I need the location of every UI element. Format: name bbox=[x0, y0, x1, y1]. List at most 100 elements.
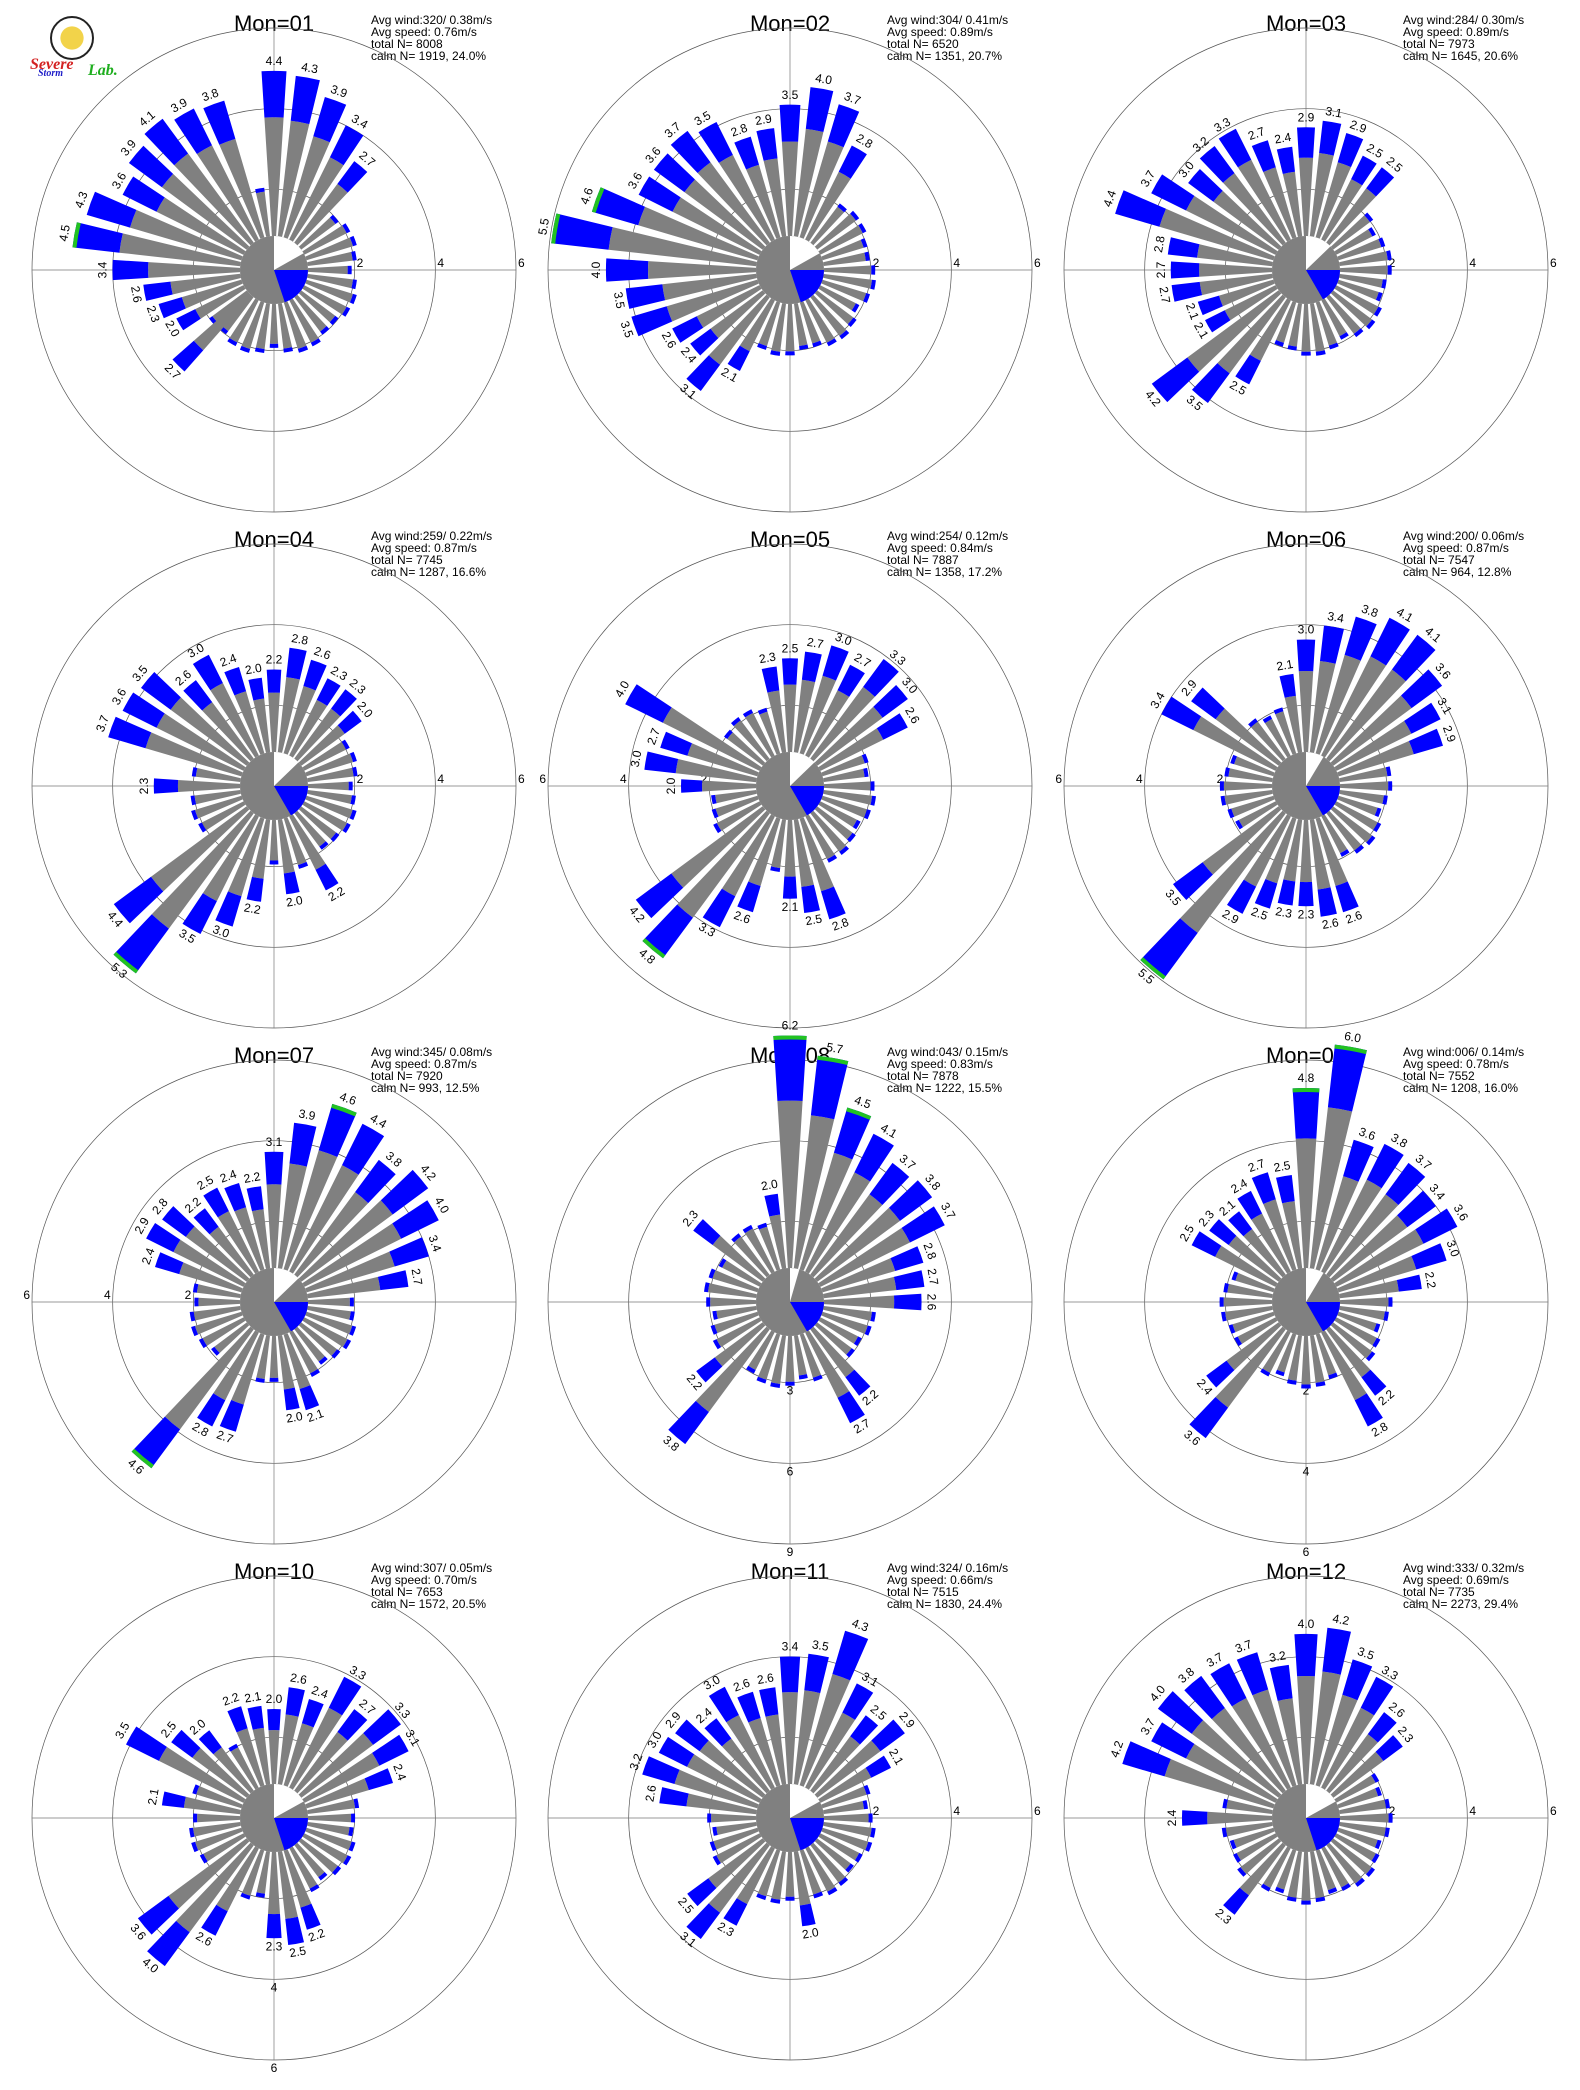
petal-low-speed bbox=[277, 120, 310, 237]
petal-mid-speed bbox=[1276, 1175, 1295, 1204]
petal-mid-speed bbox=[1354, 1393, 1383, 1427]
petal-background bbox=[196, 1786, 243, 1809]
total-n-text: total N= 7515 bbox=[887, 1585, 959, 1599]
petal-mid-speed bbox=[1401, 669, 1443, 709]
petal-mid-speed bbox=[827, 104, 860, 148]
petal-background-tip bbox=[799, 344, 809, 350]
petal-low-speed bbox=[277, 1335, 295, 1390]
petal-background-tip bbox=[255, 187, 265, 194]
petal-background-tip bbox=[1275, 1369, 1285, 1377]
petal-mid-speed bbox=[355, 1159, 396, 1204]
petal-value-label: 4.0 bbox=[1298, 1617, 1315, 1631]
petal-background bbox=[1330, 1838, 1372, 1875]
petal-background bbox=[1339, 1822, 1386, 1837]
petal-value-label: 3.9 bbox=[329, 82, 350, 101]
petal-mid-speed bbox=[137, 1895, 179, 1935]
ring-tick-label: 2 bbox=[357, 256, 364, 270]
petal-low-speed bbox=[283, 1849, 312, 1908]
petal-background-tip bbox=[349, 1311, 355, 1321]
petal-background bbox=[1275, 711, 1297, 755]
petal-value-label: 2.3 bbox=[1298, 907, 1315, 921]
petal-mid-speed bbox=[318, 1103, 357, 1157]
petal-low-speed bbox=[1298, 157, 1314, 237]
petal-background-tip bbox=[318, 1356, 328, 1365]
petal-background bbox=[1334, 1833, 1376, 1861]
petal-background-tip bbox=[826, 338, 837, 347]
petal-background bbox=[1276, 301, 1297, 343]
calm-sector-white bbox=[790, 752, 815, 786]
petal-background bbox=[716, 1306, 757, 1319]
petal-low-speed bbox=[1321, 656, 1387, 758]
avg-speed-text: Avg speed: 0.78m/s bbox=[1403, 1057, 1509, 1071]
petal-background bbox=[294, 1842, 325, 1878]
petal-background-tip bbox=[839, 330, 850, 340]
petal-background bbox=[1232, 1311, 1275, 1333]
petal-low-speed bbox=[170, 273, 241, 295]
petal-background-tip bbox=[1220, 795, 1227, 806]
ring-tick-label: 2 bbox=[185, 1288, 192, 1302]
petal-background bbox=[771, 1335, 786, 1384]
avg-speed-text: Avg speed: 0.83m/s bbox=[887, 1057, 993, 1071]
petal-value-label: 2.6 bbox=[128, 285, 145, 304]
petal-mid-speed bbox=[759, 1687, 779, 1717]
avg-speed-text: Avg speed: 0.69m/s bbox=[1403, 1573, 1509, 1587]
petal-background bbox=[269, 1335, 279, 1378]
petal-background bbox=[727, 732, 766, 766]
petal-low-speed bbox=[1243, 814, 1291, 887]
calm-sector-white bbox=[1306, 1268, 1324, 1302]
total-n-text: total N= 7887 bbox=[887, 553, 959, 567]
petal-mid-speed bbox=[1184, 1675, 1225, 1720]
petal-low-speed bbox=[289, 1165, 359, 1274]
petal-low-speed bbox=[252, 1727, 271, 1785]
petal-low-speed bbox=[1283, 819, 1303, 882]
petal-mid-speed bbox=[1391, 634, 1436, 682]
petal-mid-speed bbox=[837, 1391, 865, 1424]
petal-background bbox=[214, 1322, 250, 1353]
calm-n-text: calm N= 964, 12.8% bbox=[1403, 565, 1512, 579]
petal-mid-speed bbox=[1337, 133, 1364, 168]
petal-background-tip bbox=[342, 306, 351, 317]
petal-low-speed bbox=[177, 780, 241, 792]
petal-low-speed bbox=[1215, 708, 1282, 766]
petal-background-tip bbox=[870, 279, 876, 290]
petal-mid-speed bbox=[203, 1187, 229, 1218]
petal-background bbox=[230, 1747, 259, 1790]
petal-mid-speed bbox=[1385, 1162, 1426, 1205]
petal-background bbox=[814, 1838, 851, 1870]
petal-background-tip bbox=[812, 340, 822, 348]
petal-background bbox=[716, 1833, 762, 1864]
petal-low-speed bbox=[1330, 1751, 1384, 1798]
petal-background-tip bbox=[318, 1872, 328, 1881]
petal-background-tip bbox=[348, 1841, 356, 1852]
petal-background-tip bbox=[1273, 707, 1284, 715]
petal-background-tip bbox=[342, 822, 351, 833]
petal-low-speed bbox=[608, 227, 757, 267]
petal-value-label: 4.4 bbox=[1100, 188, 1119, 209]
petal-background bbox=[794, 1335, 807, 1376]
petal-low-speed bbox=[1228, 1235, 1282, 1282]
petal-background-tip bbox=[1341, 1883, 1351, 1891]
petal-low-speed bbox=[1315, 1176, 1359, 1271]
calm-sector-blue bbox=[274, 786, 308, 816]
petal-low-speed bbox=[1309, 661, 1336, 753]
petal-mid-speed bbox=[799, 1903, 816, 1927]
petal-mid-speed bbox=[653, 153, 695, 193]
petal-background bbox=[1321, 1846, 1349, 1888]
avg-speed-text: Avg speed: 0.89m/s bbox=[1403, 25, 1509, 39]
petal-low-speed bbox=[294, 708, 341, 762]
petal-mid-speed bbox=[1296, 639, 1316, 672]
petal-background bbox=[1339, 790, 1384, 804]
petal-background bbox=[814, 1322, 852, 1355]
petal-background-tip bbox=[706, 1297, 711, 1307]
petal-mid-speed bbox=[227, 1706, 248, 1733]
petal-background bbox=[307, 274, 353, 289]
petal-background bbox=[302, 1317, 348, 1348]
petal-background-tip bbox=[1388, 781, 1393, 791]
petal-background-tip bbox=[710, 1324, 718, 1335]
petal-background bbox=[1228, 768, 1273, 782]
petal-background bbox=[823, 781, 871, 791]
petal-background-tip bbox=[255, 1892, 265, 1898]
petal-low-speed bbox=[1215, 1245, 1278, 1287]
petal-low-speed bbox=[305, 1778, 369, 1809]
